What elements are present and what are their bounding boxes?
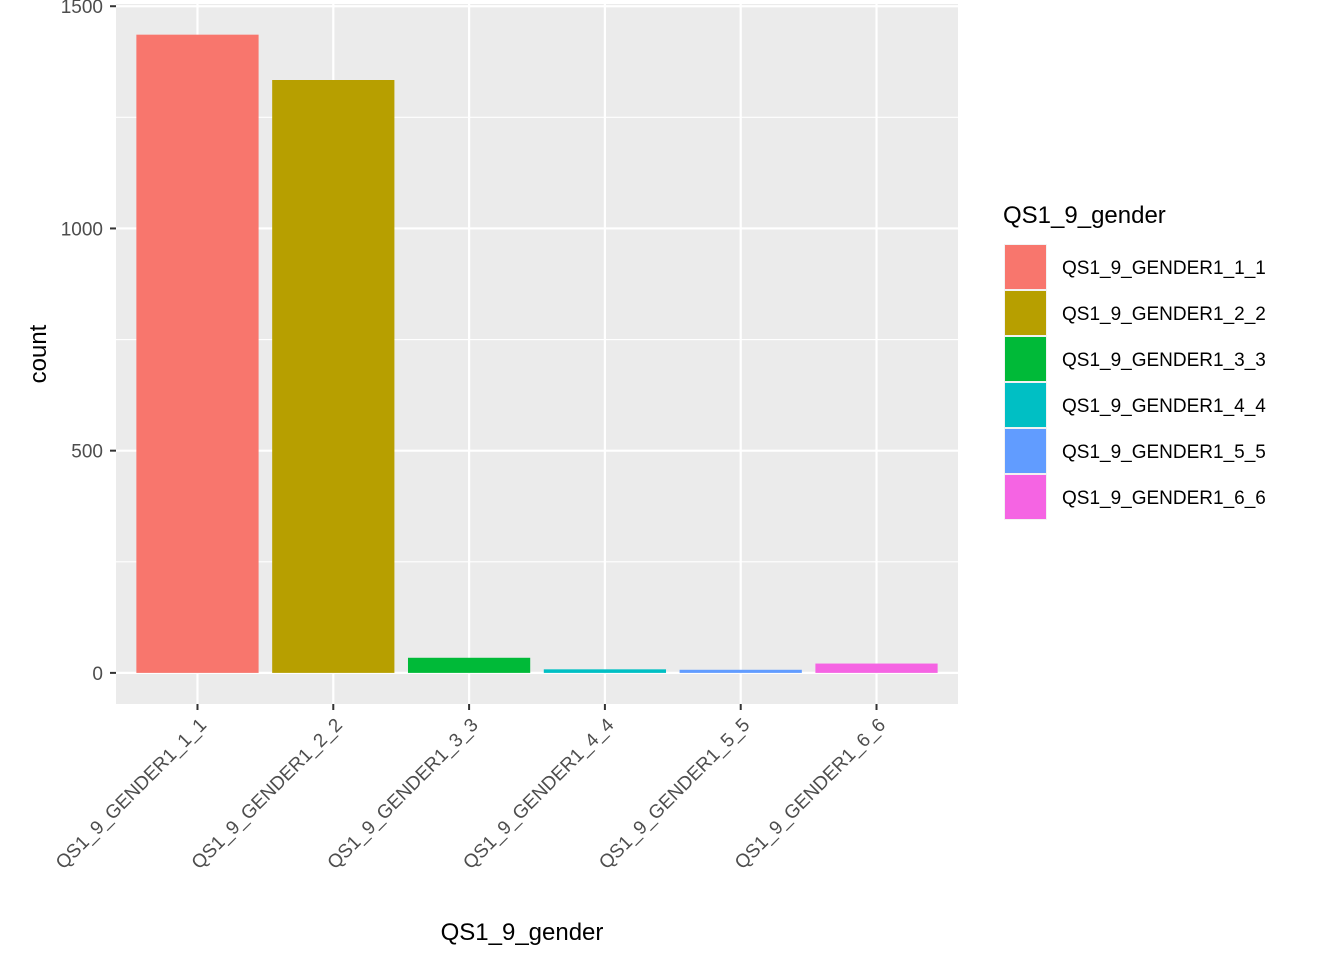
bar-qs1-9-gender1-1-1 (136, 34, 259, 673)
bar-qs1-9-gender1-2-2 (272, 80, 395, 673)
legend-label: QS1_9_GENDER1_1_1 (1062, 258, 1266, 279)
y-axis: 0 500 1000 1500 (61, 0, 116, 685)
legend: QS1_9_gender QS1_9_GENDER1_1_1 QS1_9_GEND… (1003, 202, 1266, 520)
y-axis-title: count (25, 324, 52, 383)
x-axis-title: QS1_9_gender (441, 919, 604, 946)
y-tick-label: 500 (71, 442, 103, 463)
legend-title: QS1_9_gender (1003, 202, 1166, 229)
y-tick-label: 0 (92, 664, 103, 685)
legend-label: QS1_9_GENDER1_4_4 (1062, 396, 1266, 417)
bar-qs1-9-gender1-5-5 (679, 669, 802, 673)
legend-label: QS1_9_GENDER1_3_3 (1062, 350, 1266, 371)
x-tick-label: QS1_9_GENDER1_5_5 (595, 715, 754, 874)
x-axis: QS1_9_GENDER1_1_1QS1_9_GENDER1_2_2QS1_9_… (52, 704, 890, 874)
x-tick-label: QS1_9_GENDER1_1_1 (52, 715, 211, 874)
x-tick-label: QS1_9_GENDER1_6_6 (731, 715, 890, 874)
bar-qs1-9-gender1-3-3 (407, 657, 531, 673)
legend-label: QS1_9_GENDER1_5_5 (1062, 442, 1266, 463)
legend-swatch (1005, 429, 1046, 473)
bar-qs1-9-gender1-4-4 (543, 669, 667, 673)
x-tick-label: QS1_9_GENDER1_4_4 (459, 714, 618, 873)
bars (136, 34, 938, 673)
y-tick-label: 1000 (61, 219, 103, 240)
x-tick-label: QS1_9_GENDER1_2_2 (188, 715, 347, 874)
legend-swatch (1005, 337, 1046, 381)
legend-swatch (1005, 475, 1046, 519)
legend-label: QS1_9_GENDER1_6_6 (1062, 488, 1266, 509)
legend-label: QS1_9_GENDER1_2_2 (1062, 304, 1266, 325)
legend-swatch (1005, 245, 1046, 289)
x-tick-label: QS1_9_GENDER1_3_3 (324, 715, 483, 874)
bar-qs1-9-gender1-6-6 (815, 663, 938, 673)
legend-swatch (1005, 291, 1046, 335)
y-tick-label: 1500 (61, 0, 103, 18)
legend-swatch (1005, 383, 1046, 427)
